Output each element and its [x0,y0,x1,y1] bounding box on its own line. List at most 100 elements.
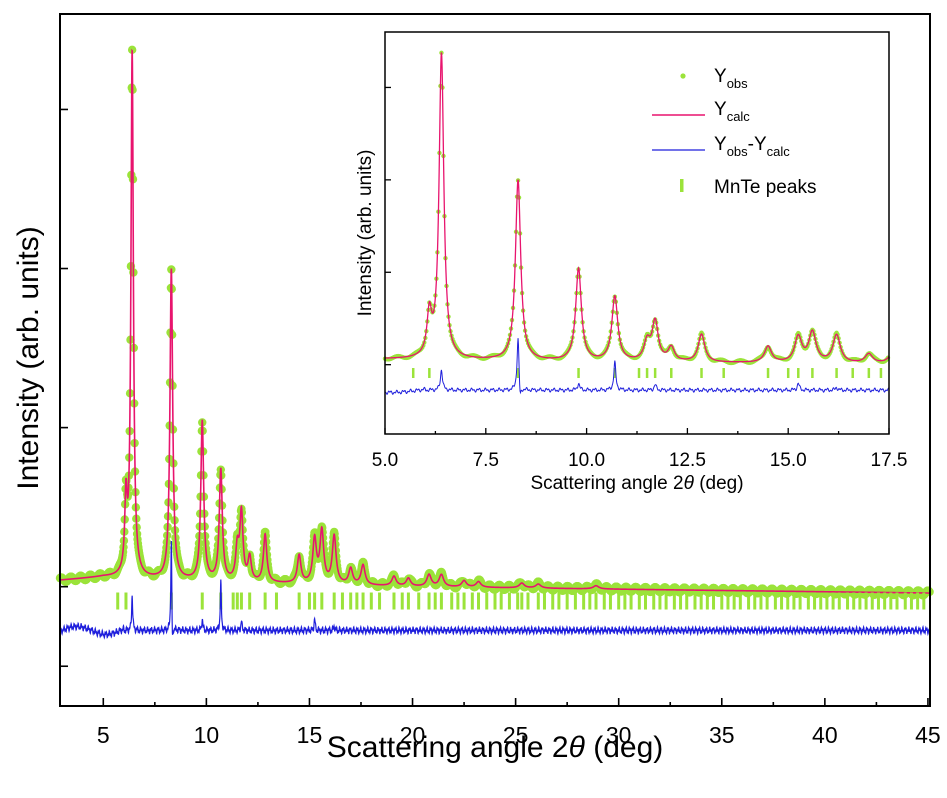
main-peak-tick [644,592,647,610]
main-peak-tick [623,592,627,610]
main-x-axis-label-symbol: θ [569,731,586,764]
inset-peak-tick [653,368,657,379]
main-peak-tick [864,592,868,610]
main-peak-tick [922,592,926,610]
legend-entry-calc: Ycalc [652,99,750,124]
main-peak-tick [608,592,612,610]
main-plot: 5 10 15 20 25 30 35 40 45 Intensity (arb. units)… [12,13,941,764]
main-x-tick-label: 45 [915,722,941,748]
main-peak-tick [780,592,784,610]
main-peak-tick [895,592,899,610]
main-peak-tick [536,592,540,610]
inset-x-axis-label-symbol: θ [684,473,695,494]
main-peak-tick [493,592,497,610]
main-peak-tick [831,592,835,610]
main-peak-tick [340,592,344,610]
inset-peak-tick [670,368,673,379]
main-peak-tick [837,592,841,610]
main-peak-tick [916,592,920,610]
main-x-axis-label-unit: (deg) [585,731,663,764]
inset-peak-tick [516,368,520,379]
main-peak-tick [565,592,569,610]
main-peak-tick [679,592,683,610]
main-peak-tick [400,592,404,610]
main-peak-tick [116,592,120,610]
inset-axes: 5.0 7.5 10.0 12.5 15.0 17.5 [372,86,907,471]
inset-peak-tick [797,368,800,379]
main-peak-tick [765,592,769,610]
legend-label-calc: Ycalc [714,99,750,124]
inset-peak-tick [851,368,854,379]
main-peak-tick [239,592,243,610]
inset-plot: 5.0 7.5 10.0 12.5 15.0 17.5 Intensity (arb. u… [352,22,907,502]
main-peak-tick [573,592,577,610]
main-peak-tick [427,592,431,610]
inset-peak-tick [700,368,703,379]
main-peak-tick [274,592,278,610]
main-peak-tick [307,592,311,610]
main-peak-tick [637,592,641,610]
inset-x-axis-label: Scattering angle 2θ (deg) [530,473,743,494]
main-peak-tick [520,592,524,610]
inset-x-tick-label: 7.5 [473,450,499,471]
main-peak-tick [909,592,913,610]
main-peak-tick [813,592,817,610]
main-peak-tick [773,592,777,610]
main-peak-tick [806,592,810,610]
main-peak-tick [263,592,267,610]
main-x-tick-label: 15 [297,722,323,748]
main-peak-tick [456,592,460,610]
main-peak-tick [516,592,520,610]
main-x-tick-label: 5 [97,722,110,748]
main-x-tick-label: 25 [503,722,529,748]
main-peak-tick [582,592,586,610]
main-axes: 5 10 15 20 25 30 35 40 45 [60,108,941,748]
main-peak-tick [685,592,689,610]
inset-peak-tick [645,368,649,379]
main-peak-tick [753,592,757,610]
main-x-tick-label: 20 [400,722,426,748]
main-peak-tick [798,592,802,610]
main-peak-tick [858,592,862,610]
main-peak-tick [417,592,421,610]
inset-peak-tick [811,368,814,379]
main-x-tick-label: 30 [606,722,632,748]
main-peak-tick [542,592,546,610]
inset-peak-tick [867,368,871,379]
main-calculated-line [59,48,930,594]
inset-peak-tick [835,368,838,379]
main-peak-tick [235,592,239,610]
main-peak-tick [846,592,850,610]
inset-x-axis-label-text: Scattering angle 2 [530,473,683,494]
main-peak-tick [332,592,336,610]
main-x-tick-label: 40 [812,722,838,748]
inset-peak-tick [766,368,770,379]
main-peak-tick [693,592,697,610]
legend-entry-diff: Yobs-Ycalc [652,134,790,159]
main-peak-tick [819,592,823,610]
inset-peak-tick [786,368,790,379]
main-peak-tick [169,592,173,610]
main-peak-tick [903,592,907,610]
inset-y-axis-label: Intensity (arb. units) [355,150,376,317]
main-peak-tick [705,592,709,610]
main-peak-tick [485,592,489,610]
main-peak-tick [369,592,373,610]
main-peak-tick [551,592,555,610]
legend-label-diff: Yobs-Ycalc [714,134,790,159]
main-peak-tick [825,592,829,610]
main-peak-tick [738,592,742,610]
main-peak-tick [870,592,874,610]
main-peak-tick [355,592,359,610]
main-peak-tick [720,592,724,610]
inset-x-tick-label: 15.0 [770,450,807,471]
main-peak-tick [588,592,592,610]
main-peak-tick [712,592,716,610]
main-peak-tick [557,592,561,610]
main-peak-tick [361,592,365,610]
main-peak-tick [876,592,880,610]
main-x-axis-label: Scattering angle 2θ (deg) [327,731,664,764]
legend-marker-ticks [680,179,684,192]
inset-peak-tick [411,368,415,379]
main-peak-tick [652,592,656,610]
